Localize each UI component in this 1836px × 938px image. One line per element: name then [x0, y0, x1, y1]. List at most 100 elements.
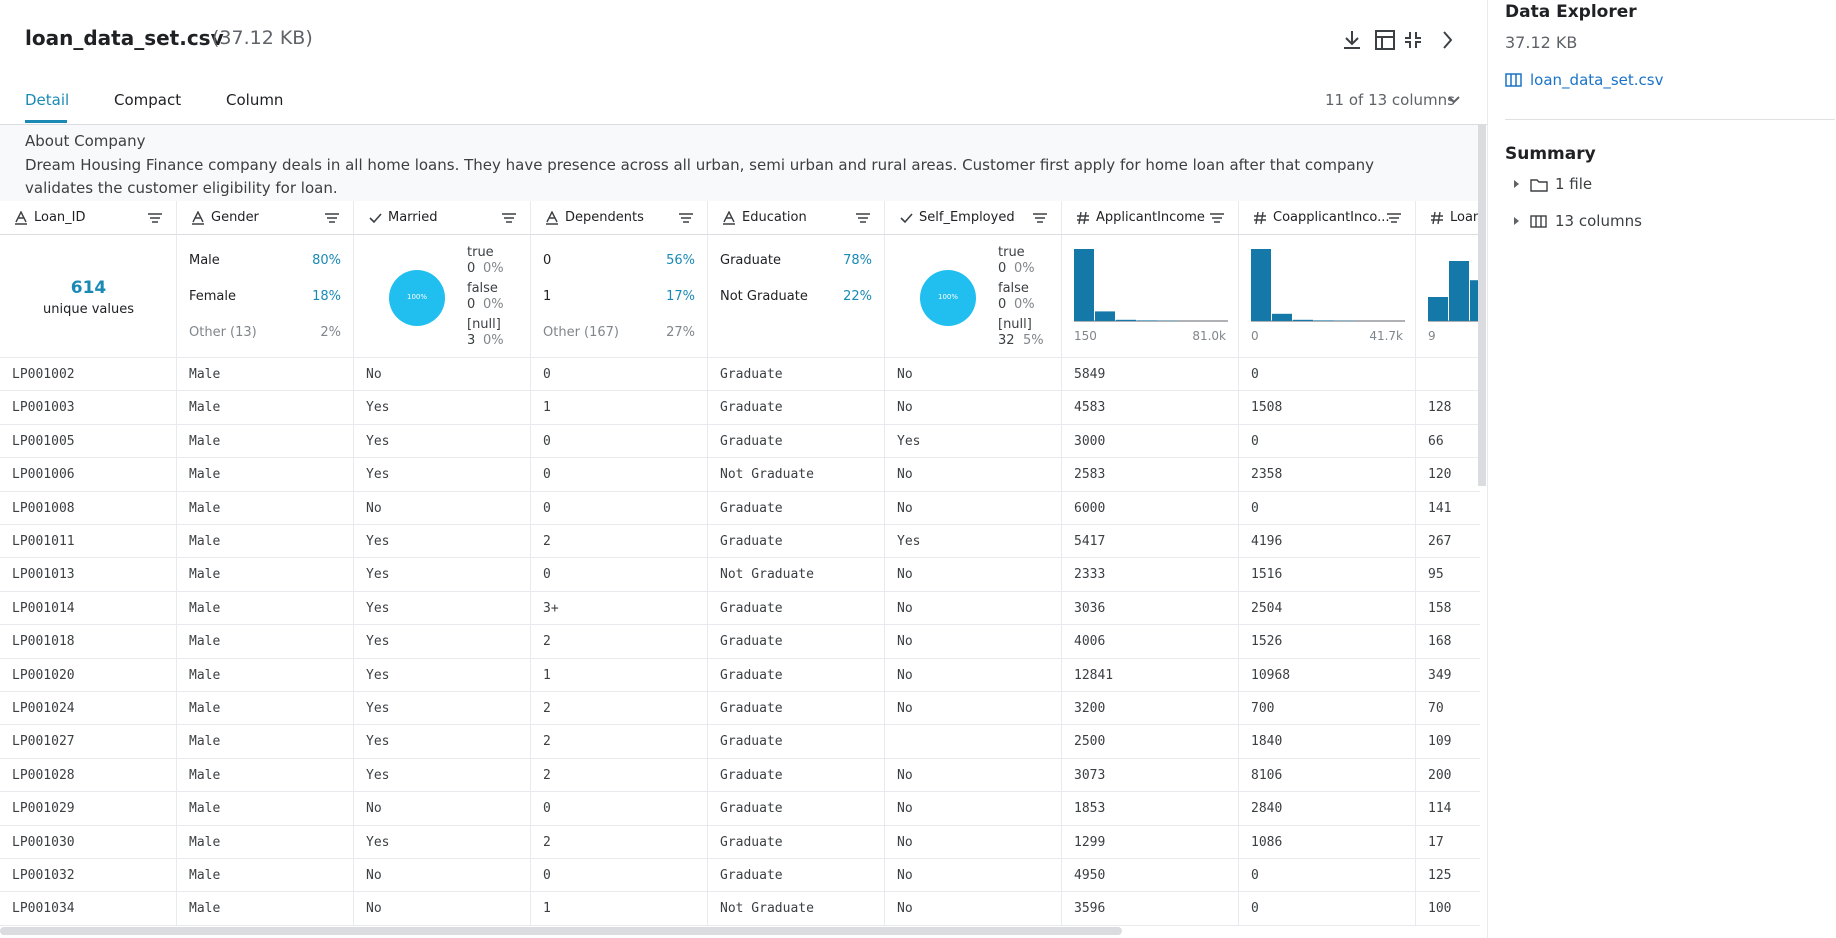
columns-selector[interactable]: 11 of 13 columns: [1325, 91, 1455, 109]
cell-value: Graduate: [720, 534, 783, 549]
table-cell: 4583: [1062, 391, 1239, 425]
cell-value: No: [897, 400, 913, 416]
cell-value: 4950: [1074, 868, 1106, 883]
histogram-min: 150: [1074, 329, 1097, 343]
cell-value: Male: [189, 534, 221, 549]
column-header[interactable]: ApplicantIncome: [1062, 201, 1239, 235]
cell-value: 1: [543, 400, 551, 416]
cell-value: Yes: [366, 567, 390, 583]
expand-arrow: [1514, 217, 1519, 225]
horizontal-scrollbar[interactable]: [0, 927, 1122, 935]
table-cell: 125: [1416, 859, 1480, 893]
data-viewer: loan_data_set.csv (37.12 KB) 11 of 13 co…: [0, 0, 1488, 938]
table-cell: Male: [177, 725, 354, 759]
table-cell: 3073: [1062, 758, 1239, 793]
table-cell: Graduate: [708, 658, 885, 692]
cell-value: 700: [1251, 701, 1275, 716]
column-header[interactable]: CoapplicantInco...: [1239, 201, 1416, 235]
table-cell: No: [885, 358, 1062, 392]
column-header[interactable]: Loan_ID: [0, 201, 177, 235]
table-cell: [1416, 358, 1480, 392]
cell-value: 2583: [1074, 467, 1106, 483]
category-label: Not Graduate: [720, 289, 808, 304]
cell-value: No: [897, 367, 913, 382]
cell-value: Graduate: [720, 634, 783, 650]
sidebar-file-link[interactable]: loan_data_set.csv: [1530, 71, 1664, 89]
boolean-count: 0: [998, 297, 1007, 312]
table-cell: No: [354, 792, 531, 826]
cell-value: 17: [1428, 834, 1444, 850]
table-cell: No: [885, 859, 1062, 893]
table-cell: 0: [531, 358, 708, 392]
table-cell: Yes: [354, 525, 531, 559]
table-cell: Yes: [354, 692, 531, 726]
cell-value: Yes: [366, 400, 390, 416]
table-cell: No: [885, 558, 1062, 592]
cell-value: 1853: [1074, 801, 1106, 817]
cell-value: 267: [1428, 534, 1452, 549]
cell-value: Male: [189, 567, 221, 583]
cell-value: LP001018: [12, 634, 75, 650]
column-summary: 614 unique values: [0, 235, 177, 358]
table-cell: Male: [177, 625, 354, 659]
table-cell: 120: [1416, 458, 1480, 492]
table-cell: Graduate: [708, 758, 885, 793]
cell-value: 3+: [543, 600, 559, 616]
table-cell: 2583: [1062, 458, 1239, 492]
boolean-label: true: [998, 245, 1025, 260]
table-cell: 2: [531, 758, 708, 793]
cell-value: Male: [189, 500, 221, 516]
column-header[interactable]: Gender: [177, 201, 354, 235]
category-percent: 56%: [666, 253, 695, 268]
table-cell: 2840: [1239, 792, 1416, 826]
category-label: 1: [543, 289, 552, 304]
table-cell: 114: [1416, 792, 1480, 826]
cell-value: 5849: [1074, 367, 1106, 382]
histogram-max: 41.7k: [1369, 329, 1403, 343]
table-cell: Male: [177, 892, 354, 926]
histogram-min: 0: [1251, 329, 1259, 343]
cell-value: No: [897, 901, 913, 917]
column-type-icon: [192, 211, 204, 225]
cell-value: No: [897, 634, 913, 650]
table-cell: [885, 725, 1062, 759]
summary-item[interactable]: 1 file: [1555, 175, 1593, 193]
column-header[interactable]: Dependents: [531, 201, 708, 235]
tab[interactable]: Detail: [25, 91, 70, 109]
cell-value: 4583: [1074, 400, 1106, 416]
table-cell: 95: [1416, 558, 1480, 592]
tab[interactable]: Column: [226, 91, 284, 109]
cell-value: Graduate: [720, 701, 783, 716]
cell-value: 114: [1428, 801, 1452, 817]
cell-value: Male: [189, 767, 221, 783]
table-cell: 1508: [1239, 391, 1416, 425]
column-header[interactable]: Loan: [1416, 201, 1480, 235]
toolbar-icons[interactable]: [1340, 26, 1470, 54]
table-cell: Yes: [354, 591, 531, 626]
table-cell: Yes: [885, 525, 1062, 559]
tab[interactable]: Compact: [114, 91, 182, 109]
table-cell: Yes: [354, 725, 531, 759]
table-cell: Graduate: [708, 625, 885, 659]
cell-value: Not Graduate: [720, 567, 814, 583]
summary-item[interactable]: 13 columns: [1555, 212, 1642, 230]
column-header[interactable]: Self_Employed: [885, 201, 1062, 235]
table-cell: Graduate: [708, 692, 885, 726]
vertical-scrollbar[interactable]: [1478, 124, 1486, 486]
cell-value: 70: [1428, 701, 1444, 716]
cell-value: No: [366, 801, 382, 817]
cell-value: 3200: [1074, 701, 1106, 716]
dropdown-icon[interactable]: [1447, 95, 1461, 105]
boolean-percent: 0%: [483, 297, 504, 312]
table-cell: LP001008: [0, 491, 177, 525]
cell-value: 1: [543, 667, 551, 683]
histogram-min: 9: [1428, 329, 1436, 343]
table-cell: Male: [177, 558, 354, 592]
cell-value: No: [897, 701, 913, 716]
column-header[interactable]: Married: [354, 201, 531, 235]
cell-value: LP001006: [12, 467, 75, 483]
column-header[interactable]: Education: [708, 201, 885, 235]
boolean-label: false: [998, 281, 1029, 296]
cell-value: No: [366, 367, 382, 382]
